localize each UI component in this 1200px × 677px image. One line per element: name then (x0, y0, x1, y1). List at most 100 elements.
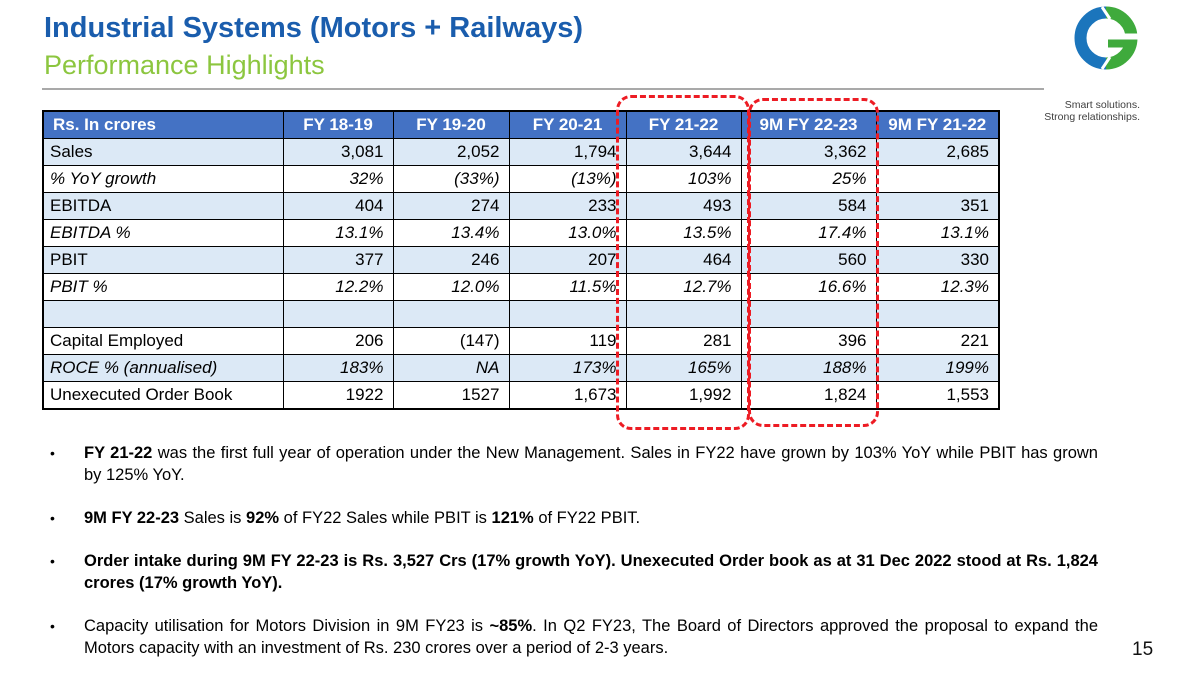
text-segment: of FY22 PBIT. (533, 509, 641, 527)
page-title: Industrial Systems (Motors + Railways) (44, 12, 584, 44)
table-header-row: Rs. In crores FY 18-19 FY 19-20 FY 20-21… (42, 110, 1000, 139)
logo-caption-line1: Smart solutions. (1064, 99, 1140, 111)
text-segment: 9M FY 22-23 (84, 509, 180, 527)
row-label: Sales (42, 138, 284, 166)
table-row-unexecuted-order-book: Unexecuted Order Book 1922 1527 1,673 1,… (42, 381, 1000, 410)
cell: 2,052 (392, 138, 510, 166)
cell: 119 (508, 327, 627, 355)
cell: 12.2% (282, 273, 394, 301)
text-segment: Sales is (179, 509, 247, 527)
column-header: FY 18-19 (282, 110, 394, 139)
table-row-ebitda-pct: EBITDA % 13.1% 13.4% 13.0% 13.5% 17.4% 1… (42, 219, 1000, 247)
cell: 396 (740, 327, 877, 355)
cell (392, 300, 510, 328)
cell: 584 (740, 192, 877, 220)
row-label: EBITDA % (42, 219, 284, 247)
cell: 207 (508, 246, 627, 274)
financial-table: Rs. In crores FY 18-19 FY 19-20 FY 20-21… (42, 110, 1000, 410)
cell: 11.5% (508, 273, 627, 301)
cell: (33%) (392, 165, 510, 193)
text-segment: ~85% (489, 617, 533, 635)
bullet-item-order-intake: • Order intake during 9M FY 22-23 is Rs.… (50, 550, 1098, 594)
cell: 13.1% (875, 219, 1000, 247)
text-segment: 92% (246, 509, 280, 527)
cell: (147) (392, 327, 510, 355)
bullet-marker: • (50, 618, 55, 634)
cell: 404 (282, 192, 394, 220)
cell: 1922 (282, 381, 394, 410)
cell: 13.4% (392, 219, 510, 247)
bullet-item-fy2122: • FY 21-22 was the first full year of op… (50, 442, 1098, 486)
cell: 165% (625, 354, 742, 382)
cell: 103% (625, 165, 742, 193)
cell: 25% (740, 165, 877, 193)
bullet-text: Order intake during 9M FY 22-23 is Rs. 3… (84, 550, 1098, 594)
cell: 12.3% (875, 273, 1000, 301)
text-segment: . In Q2 FY23, The Board of Directors app… (84, 617, 1098, 657)
cell: 188% (740, 354, 877, 382)
notes-list: • FY 21-22 was the first full year of op… (50, 442, 1098, 677)
bullet-text: 9M FY 22-23 Sales is 92% of FY22 Sales w… (84, 507, 1098, 529)
bullet-item-capacity: • Capacity utilisation for Motors Divisi… (50, 615, 1098, 659)
cell: 199% (875, 354, 1000, 382)
table-row-pbit-pct: PBIT % 12.2% 12.0% 11.5% 12.7% 16.6% 12.… (42, 273, 1000, 301)
table-row-sales: Sales 3,081 2,052 1,794 3,644 3,362 2,68… (42, 138, 1000, 166)
financial-table-wrap: Rs. In crores FY 18-19 FY 19-20 FY 20-21… (42, 110, 1000, 410)
text-segment: Order intake during 9M FY 22-23 is Rs. 3… (84, 552, 1098, 592)
table-row-roce: ROCE % (annualised) 183% NA 173% 165% 18… (42, 354, 1000, 382)
bullet-marker: • (50, 445, 55, 461)
company-logo (1074, 6, 1138, 70)
cell: 3,081 (282, 138, 394, 166)
row-label: PBIT (42, 246, 284, 274)
cell: 12.7% (625, 273, 742, 301)
cell (875, 165, 1000, 193)
text-segment: was the first full year of operation und… (84, 444, 1098, 484)
cg-logo-icon (1074, 6, 1138, 70)
header-divider (42, 88, 1044, 90)
row-label: Capital Employed (42, 327, 284, 355)
cell: 13.0% (508, 219, 627, 247)
cell: 206 (282, 327, 394, 355)
cell: 2,685 (875, 138, 1000, 166)
bullet-marker: • (50, 553, 55, 569)
cell: (13%) (508, 165, 627, 193)
cell: 1,673 (508, 381, 627, 410)
cell (625, 300, 742, 328)
row-label: EBITDA (42, 192, 284, 220)
cell (875, 300, 1000, 328)
text-segment: Capacity utilisation for Motors Division… (84, 617, 490, 635)
unit-header: Rs. In crores (42, 110, 284, 139)
column-header: 9M FY 21-22 (875, 110, 1000, 139)
cell: 173% (508, 354, 627, 382)
table-row-yoy-growth: % YoY growth 32% (33%) (13%) 103% 25% (42, 165, 1000, 193)
cell: 1,824 (740, 381, 877, 410)
column-header: FY 20-21 (508, 110, 627, 139)
cell: 32% (282, 165, 394, 193)
logo-caption-line2: Strong relationships. (1044, 111, 1140, 123)
bullet-text: Capacity utilisation for Motors Division… (84, 615, 1098, 659)
column-header: 9M FY 22-23 (740, 110, 877, 139)
table-row-ebitda: EBITDA 404 274 233 493 584 351 (42, 192, 1000, 220)
cell: 1527 (392, 381, 510, 410)
cell: 1,553 (875, 381, 1000, 410)
page-number: 15 (1132, 639, 1154, 660)
text-segment: 121% (491, 509, 534, 527)
logo-caption: Smart solutions. Strong relationships. (1000, 99, 1140, 123)
cell: 16.6% (740, 273, 877, 301)
table-row-pbit: PBIT 377 246 207 464 560 330 (42, 246, 1000, 274)
cell: 12.0% (392, 273, 510, 301)
cell: 233 (508, 192, 627, 220)
cell: 560 (740, 246, 877, 274)
row-label: % YoY growth (42, 165, 284, 193)
cell: 3,362 (740, 138, 877, 166)
cell: 183% (282, 354, 394, 382)
bullet-item-9m-sales: • 9M FY 22-23 Sales is 92% of FY22 Sales… (50, 507, 1098, 529)
cell: 1,794 (508, 138, 627, 166)
column-header: FY 21-22 (625, 110, 742, 139)
cell: 493 (625, 192, 742, 220)
bullet-text: FY 21-22 was the first full year of oper… (84, 442, 1098, 486)
cell (282, 300, 394, 328)
page-subtitle: Performance Highlights (44, 50, 325, 80)
cell: 221 (875, 327, 1000, 355)
cell: 330 (875, 246, 1000, 274)
